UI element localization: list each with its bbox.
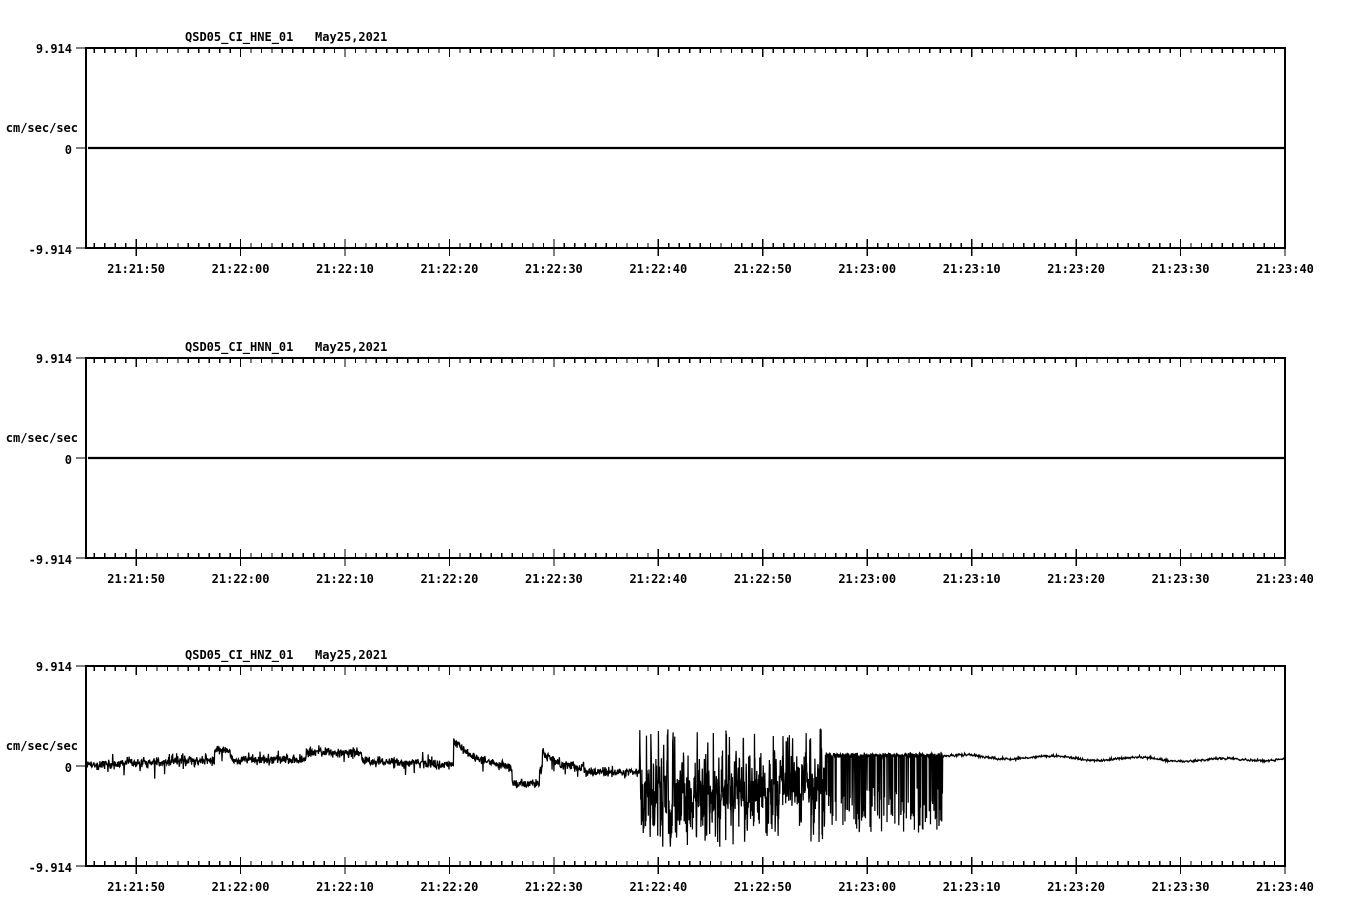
y-axis-label-hnn: cm/sec/sec	[5, 431, 78, 445]
x-tick-label: 21:23:40	[1256, 262, 1314, 276]
panel-hne: QSD05_CI_HNE_01 May25,2021 cm/sec/sec 9.…	[0, 0, 1358, 310]
x-tick-label: 21:22:20	[420, 880, 479, 894]
y-tick-label-hnz-min: -9.914	[28, 861, 72, 875]
x-tick-label: 21:21:50	[107, 572, 166, 586]
x-tick-label: 21:22:20	[420, 572, 479, 586]
x-tick-label: 21:22:50	[733, 572, 792, 586]
x-tick-label: 21:23:30	[1151, 572, 1210, 586]
y-axis-label-hnz: cm/sec/sec	[5, 739, 78, 753]
x-tick-label: 21:22:30	[524, 572, 583, 586]
x-tick-label: 21:23:00	[838, 262, 897, 276]
x-tick-label: 21:23:20	[1047, 572, 1105, 586]
x-tick-label: 21:22:40	[629, 880, 688, 894]
x-tick-label: 21:22:20	[420, 262, 479, 276]
x-tick-label: 21:23:20	[1047, 880, 1105, 894]
x-tick-label: 21:23:20	[1047, 262, 1105, 276]
panel-title-hnz: QSD05_CI_HNZ_01 May25,2021	[185, 648, 388, 662]
panel-title-hne: QSD05_CI_HNE_01 May25,2021	[185, 30, 388, 44]
x-tick-label: 21:22:00	[211, 572, 270, 586]
x-tick-label: 21:23:10	[942, 262, 1001, 276]
plot-area-hne	[76, 47, 1286, 256]
y-tick-label-hnn-zero: 0	[64, 453, 72, 467]
x-tick-label: 21:22:00	[211, 880, 270, 894]
y-axis-label-hne: cm/sec/sec	[5, 121, 78, 135]
y-tick-label-hne-min: -9.914	[28, 243, 72, 257]
x-tick-label: 21:23:40	[1256, 880, 1314, 894]
x-tick-label: 21:23:30	[1151, 262, 1210, 276]
x-tick-label: 21:23:10	[942, 880, 1001, 894]
y-tick-label-hnn-max: 9.914	[35, 352, 72, 366]
y-tick-label-hne-zero: 0	[64, 143, 72, 157]
x-tick-label: 21:22:50	[733, 880, 792, 894]
x-tick-label: 21:22:30	[524, 880, 583, 894]
y-tick-label-hnz-max: 9.914	[35, 660, 72, 674]
plot-area-hnn	[76, 357, 1286, 566]
plot-area-hnz	[76, 665, 1286, 874]
panel-title-hnn: QSD05_CI_HNN_01 May25,2021	[185, 340, 388, 354]
x-tick-label: 21:21:50	[107, 880, 166, 894]
x-tick-label: 21:23:00	[838, 572, 897, 586]
x-tick-label: 21:22:10	[316, 262, 374, 276]
y-tick-label-hnn-min: -9.914	[28, 553, 72, 567]
panel-hnn: QSD05_CI_HNN_01 May25,2021 cm/sec/sec 9.…	[0, 310, 1358, 620]
x-tick-label: 21:22:10	[316, 880, 374, 894]
x-tick-label: 21:23:10	[942, 572, 1001, 586]
y-tick-label-hne-max: 9.914	[35, 42, 72, 56]
panel-hnz: QSD05_CI_HNZ_01 May25,2021 cm/sec/sec 9.…	[0, 618, 1358, 924]
x-tick-label: 21:22:40	[629, 262, 688, 276]
x-tick-label: 21:22:10	[316, 572, 374, 586]
x-tick-label: 21:23:40	[1256, 572, 1314, 586]
x-tick-label: 21:22:40	[629, 572, 688, 586]
x-tick-label: 21:22:00	[211, 262, 270, 276]
x-tick-label: 21:21:50	[107, 262, 166, 276]
y-tick-label-hnz-zero: 0	[64, 761, 72, 775]
x-tick-label: 21:22:50	[733, 262, 792, 276]
x-tick-label: 21:23:30	[1151, 880, 1210, 894]
x-tick-label: 21:22:30	[524, 262, 583, 276]
x-tick-label: 21:23:00	[838, 880, 897, 894]
